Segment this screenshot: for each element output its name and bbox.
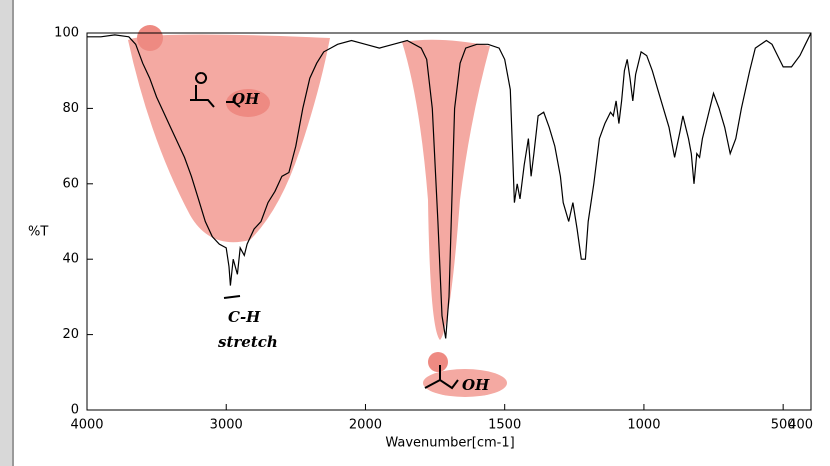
y-tick-label: 100 xyxy=(54,26,79,41)
x-tick-label: 500 xyxy=(771,418,796,433)
highlight xyxy=(226,89,270,117)
highlight xyxy=(128,34,330,243)
underline-mark xyxy=(223,295,241,299)
highlight xyxy=(137,25,163,51)
x-tick-label: 1500 xyxy=(488,418,521,433)
y-tick-label: 20 xyxy=(62,327,79,342)
highlight xyxy=(402,39,490,340)
plot-frame xyxy=(86,32,812,411)
structure-sketch xyxy=(424,365,459,390)
x-tick-label: 1000 xyxy=(627,418,660,433)
annotation: stretch xyxy=(218,333,278,351)
window-edge-line xyxy=(12,0,14,466)
annotation: C-H xyxy=(228,308,261,326)
y-tick-label: 40 xyxy=(62,252,79,267)
annotations: OH C-H stretch OH xyxy=(218,90,490,394)
highlight xyxy=(423,369,507,397)
window-edge xyxy=(0,0,12,466)
x-tick-label: 2000 xyxy=(349,418,382,433)
y-axis-label: %T xyxy=(28,225,48,240)
x-tick-label: 4000 xyxy=(70,418,103,433)
x-tick-label: 400 xyxy=(788,418,813,433)
structure-sketch xyxy=(190,72,241,108)
spectrum-line xyxy=(87,32,812,339)
x-tick-label: 3000 xyxy=(210,418,243,433)
highlight xyxy=(428,352,448,372)
annotation: OH xyxy=(462,376,490,394)
annotation: OH xyxy=(232,90,260,108)
y-tick-label: 80 xyxy=(62,101,79,116)
y-tick-label: 0 xyxy=(71,403,79,418)
x-axis-label: Wavenumber[cm-1] xyxy=(385,436,514,451)
y-tick-label: 60 xyxy=(62,176,79,191)
